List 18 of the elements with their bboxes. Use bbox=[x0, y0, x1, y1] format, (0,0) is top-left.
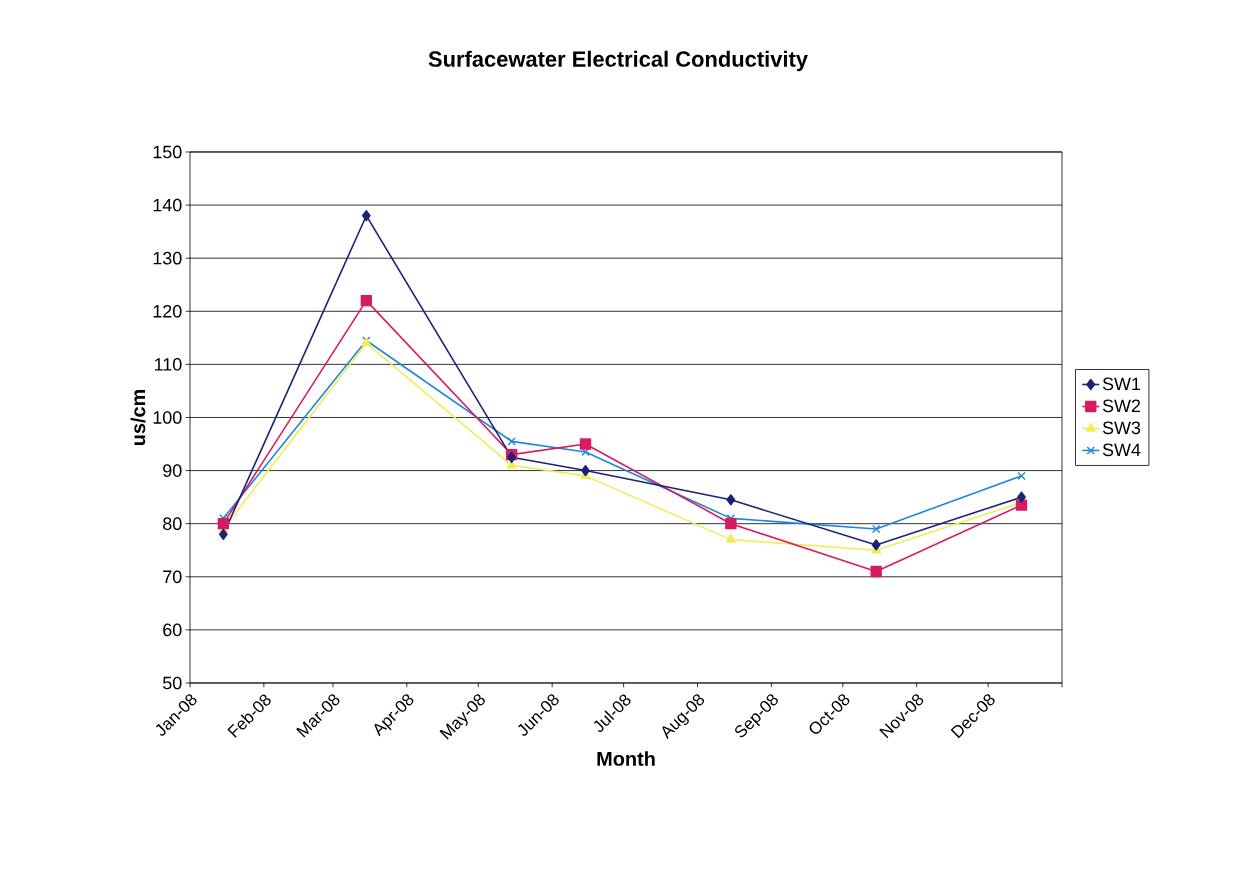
legend-label: SW4 bbox=[1102, 443, 1141, 457]
y-tick-label: 90 bbox=[163, 464, 182, 477]
y-tick-label: 70 bbox=[163, 570, 182, 584]
y-tick-label: 110 bbox=[155, 358, 182, 371]
legend-label: SW3 bbox=[1102, 421, 1141, 435]
y-tick-label: 120 bbox=[153, 304, 182, 318]
y-tick-label: 60 bbox=[163, 623, 182, 637]
y-axis-title: us/cm bbox=[130, 389, 146, 446]
legend-label: SW2 bbox=[1102, 399, 1141, 413]
legend-label: SW1 bbox=[1102, 377, 1141, 391]
y-tick-label: 140 bbox=[153, 198, 182, 212]
chart-title: Surfacewater Electrical Conductivity bbox=[428, 50, 808, 72]
y-tick-label: 100 bbox=[153, 411, 182, 424]
y-tick-label: 50 bbox=[163, 676, 182, 690]
y-tick-label: 80 bbox=[163, 517, 182, 531]
x-axis-title: Month bbox=[597, 751, 655, 766]
y-tick-label: 130 bbox=[153, 251, 182, 265]
y-tick-label: 150 bbox=[153, 145, 182, 159]
